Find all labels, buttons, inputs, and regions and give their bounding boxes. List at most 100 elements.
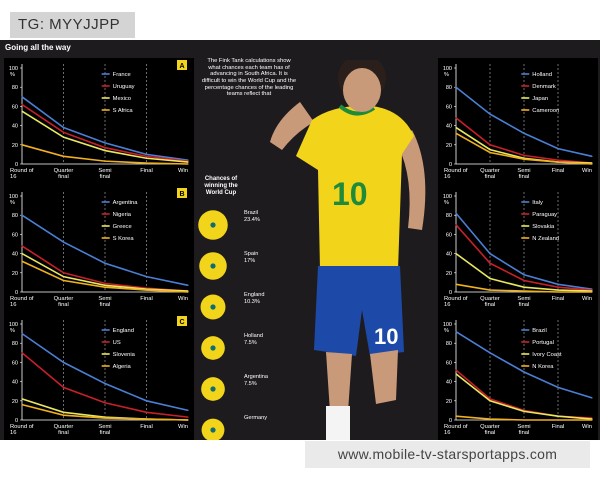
x-tick-label: Win (178, 296, 188, 302)
data-point-japan (489, 149, 491, 151)
data-point-holland (455, 86, 457, 88)
infographic: Going all the way 0 20 40 60 80 100% Round of 1… (0, 40, 600, 440)
data-point-algeria (62, 414, 65, 416)
chance-ring: Germany (196, 413, 267, 440)
ring-percentage: 10.3% (244, 298, 260, 305)
group-letter: A (179, 63, 184, 70)
data-point-us (62, 386, 65, 388)
y-tick-label: 20 (446, 143, 452, 149)
data-point-s-korea (145, 289, 148, 291)
y-tick-label: 80 (12, 213, 18, 219)
data-point-paraguay (489, 262, 491, 264)
data-point-uruguay (62, 131, 65, 133)
data-point-uruguay (21, 103, 23, 106)
x-tick-label: Semi (517, 168, 530, 174)
data-point-n-korea (489, 418, 491, 420)
data-point-slovakia (455, 253, 457, 255)
data-point-s-africa (187, 163, 189, 165)
ring-percentage: 7.5% (244, 380, 257, 387)
ring-team-name: England (244, 292, 265, 298)
x-tick-label: Round of (444, 168, 468, 174)
x-tick-label: Win (582, 168, 592, 174)
data-point-ivory-coast (557, 415, 559, 417)
x-tick-label: Semi (98, 424, 111, 430)
data-point-cameroon (489, 151, 491, 154)
y-tick-label: 60 (446, 232, 452, 238)
data-point-uruguay (145, 155, 148, 157)
y-tick-label: 20 (446, 399, 452, 405)
data-point-n-zealand (591, 291, 593, 293)
data-point-france (21, 96, 23, 98)
data-point-s-africa (145, 162, 148, 164)
data-point-greece (104, 284, 106, 286)
data-point-argentina (104, 262, 106, 264)
chances-title: Chances of winning the World Cup (204, 176, 238, 196)
ring-percentage: 17% (244, 257, 256, 264)
legend-entry: Japan (532, 96, 548, 102)
x-tick-label-line2: final (58, 430, 69, 436)
data-point-england (104, 382, 106, 385)
data-point-holland (523, 132, 525, 134)
data-point-italy (455, 212, 457, 214)
y-tick-label: 80 (446, 213, 452, 219)
y-tick-label: 60 (12, 104, 18, 110)
legend-entry: Italy (532, 200, 543, 206)
data-point-paraguay (557, 286, 559, 288)
y-unit-label: % (444, 200, 449, 206)
x-tick-label-line2: final (519, 430, 530, 436)
data-point-s-korea (187, 291, 189, 293)
ring-center (210, 263, 216, 269)
ring-graphic (199, 252, 227, 280)
x-tick-label: Quarter (480, 168, 500, 174)
y-tick-label: 0 (449, 290, 452, 296)
ring-graphic (200, 294, 226, 320)
group-letter-box (177, 60, 187, 70)
data-point-brazil (591, 397, 593, 399)
x-tick-label-line2: final (485, 430, 496, 436)
data-point-greece (62, 276, 65, 278)
data-point-england (62, 361, 65, 363)
data-point-mexico (145, 157, 148, 159)
x-tick-label: Semi (98, 168, 111, 174)
data-point-france (145, 153, 148, 155)
data-point-brazil (523, 371, 525, 373)
y-tick-label: 40 (12, 124, 18, 130)
legend-entry: Paraguay (532, 212, 557, 218)
legend-entry: Cameroon (532, 108, 559, 114)
data-point-ivory-coast (523, 410, 525, 412)
ring-graphic (201, 418, 225, 440)
x-tick-label: Quarter (54, 296, 74, 302)
y-tick-label: 80 (12, 85, 18, 91)
x-tick-label: Semi (517, 296, 530, 302)
data-point-slovakia (489, 277, 491, 280)
y-tick-label: 100 (443, 322, 452, 328)
data-point-holland (489, 113, 491, 115)
group-letter: C (179, 319, 184, 326)
legend-entry: Holland (532, 72, 552, 78)
y-unit-label: % (444, 72, 449, 78)
legend-entry: N Korea (532, 364, 554, 370)
data-point-brazil (489, 352, 491, 354)
data-point-n-zealand (523, 290, 525, 292)
y-tick-label: 20 (12, 271, 18, 277)
data-point-ivory-coast (489, 400, 491, 402)
chance-ring: Brazil 23.4% (196, 208, 260, 258)
group-letter-box (177, 188, 187, 198)
chance-ring: Holland 7.5% (196, 331, 263, 381)
legend-entry: Slovakia (532, 224, 555, 230)
data-point-algeria (21, 404, 23, 406)
y-tick-label: 20 (12, 143, 18, 149)
x-tick-label: Final (552, 424, 565, 430)
svg-text:10: 10 (374, 324, 398, 349)
x-tick-label-line2: final (100, 174, 111, 180)
y-tick-label: 100 (443, 194, 452, 200)
data-point-algeria (145, 418, 148, 420)
ring-team-name: Brazil (244, 210, 258, 216)
x-tick-label-line2: final (485, 302, 496, 308)
legend-entry: S Africa (113, 108, 134, 114)
legend-entry: Ivory Coast (532, 352, 562, 358)
y-tick-label: 60 (446, 360, 452, 366)
